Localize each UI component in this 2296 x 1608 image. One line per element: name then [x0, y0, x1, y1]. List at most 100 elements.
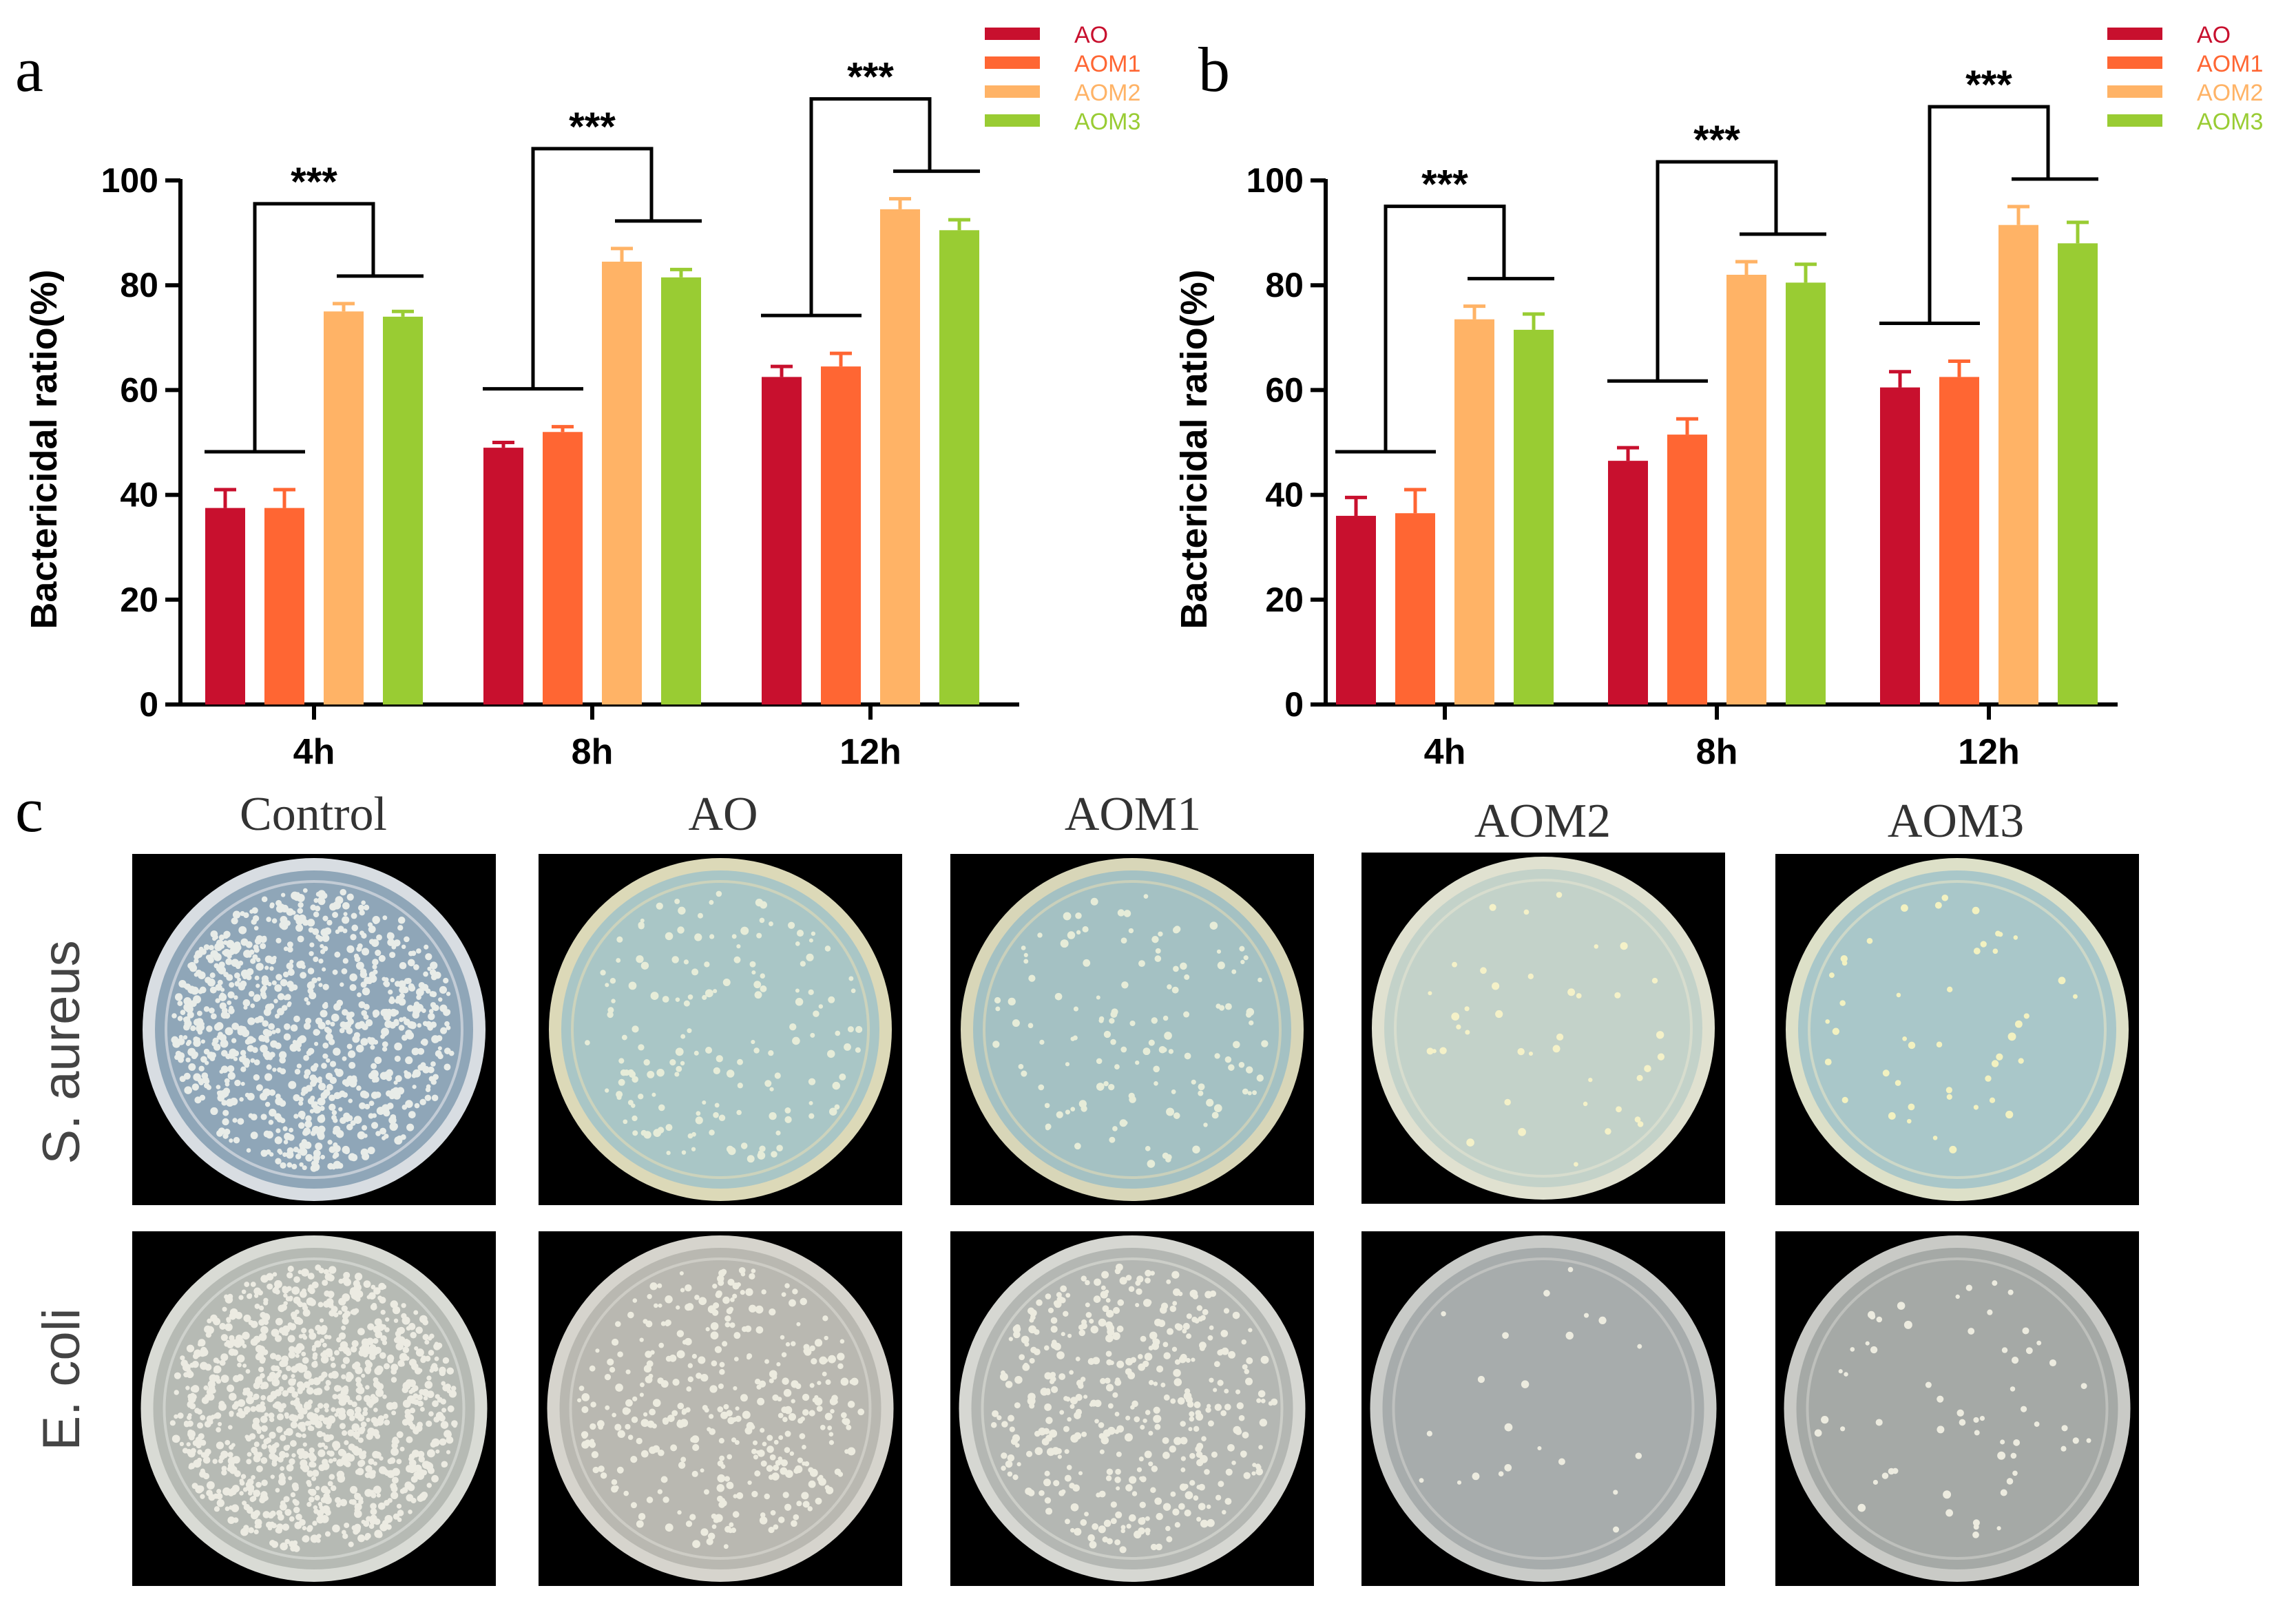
- plate-agar: [1384, 869, 1702, 1187]
- colonies: [1426, 892, 1665, 1167]
- legend-label-aom3: AOM3: [1074, 109, 1140, 135]
- legend-swatch-aom3: [985, 114, 1040, 127]
- plate-illustration: [547, 1235, 894, 1582]
- legend-label-ao: AO: [1074, 22, 1108, 48]
- bar-aom1-12h: [1939, 377, 1979, 704]
- colonies: [585, 890, 863, 1163]
- legend-label-aom1: AOM1: [2197, 51, 2263, 77]
- plate-inner-ring: [1394, 879, 1693, 1178]
- plate-inner-ring: [983, 880, 1282, 1179]
- colonies: [1814, 1280, 2091, 1538]
- y-tick-label: 40: [1265, 476, 1304, 514]
- bar-aom3-12h: [939, 230, 979, 704]
- legend-swatch-aom2: [985, 85, 1040, 98]
- bar-aom3-8h: [1786, 282, 1826, 704]
- legend-label-aom1: AOM1: [1074, 51, 1140, 77]
- colonies: [1419, 1266, 1642, 1533]
- bar-aom2-8h: [1726, 274, 1766, 705]
- plate-inner-ring: [1806, 1257, 2109, 1560]
- legend-swatch-aom3: [2107, 114, 2162, 127]
- plate-s-aureus-ao: [539, 854, 902, 1205]
- plate-col-label-control: Control: [240, 788, 387, 841]
- significance-label: ***: [1693, 118, 1740, 163]
- bar-aom3-4h: [383, 316, 423, 704]
- sig-bracket-connector: [1928, 105, 2050, 324]
- plate-inner-ring: [981, 1257, 1284, 1560]
- colonies: [171, 888, 455, 1172]
- x-tick-label-4h: 4h: [1424, 732, 1466, 772]
- x-tick-label-8h: 8h: [572, 732, 614, 772]
- plate-row-label-s-aureus: S. aureus: [32, 940, 91, 1165]
- y-tick-label: 0: [139, 685, 158, 724]
- plate-illustration: [1786, 858, 2129, 1201]
- plate-s-aureus-control: [132, 854, 496, 1205]
- panel-label-c: c: [15, 775, 43, 845]
- plate-inner-ring: [165, 880, 463, 1179]
- significance-label: ***: [847, 55, 894, 100]
- legend-label-ao: AO: [2197, 22, 2231, 48]
- bar-aom3-12h: [2058, 243, 2098, 704]
- plate-illustration: [1370, 1235, 1717, 1582]
- plate-illustration: [549, 858, 892, 1201]
- bar-ao-8h: [1608, 461, 1648, 704]
- plate-row-label-e-coli: E. coli: [32, 1308, 91, 1451]
- plate-illustration: [140, 1235, 488, 1582]
- bar-aom2-12h: [1998, 225, 2038, 704]
- plate-col-label-aom2: AOM2: [1474, 795, 1611, 848]
- legend-swatch-ao: [2107, 28, 2162, 40]
- y-tick-label: 80: [120, 266, 158, 304]
- colonies: [990, 1263, 1278, 1554]
- x-tick-label-12h: 12h: [1958, 732, 2020, 772]
- plate-e-coli-ao: [539, 1231, 902, 1586]
- plate-inner-ring: [571, 880, 870, 1179]
- chart-b-svg: 0 20 40 60 80 100 Bactericidal ratio(%) 4h *** 8h…: [1173, 22, 2263, 772]
- legend-label-aom2: AOM2: [1074, 80, 1140, 106]
- colonies: [169, 1264, 458, 1552]
- bar-ao-12h: [1880, 387, 1920, 704]
- bar-aom2-4h: [324, 311, 364, 704]
- y-tick-label: 40: [120, 476, 158, 514]
- bar-ao-4h: [1336, 516, 1376, 704]
- significance-label: ***: [569, 105, 616, 149]
- plate-e-coli-aom1: [950, 1231, 1314, 1586]
- bar-aom2-8h: [602, 261, 642, 705]
- legend-swatch-ao: [985, 28, 1040, 40]
- plate-s-aureus-aom1: [950, 854, 1314, 1205]
- plate-e-coli-aom2: [1361, 1231, 1725, 1586]
- chart-b: 0 20 40 60 80 100 Bactericidal ratio(%) 4h *** 8h…: [1129, 0, 2296, 785]
- chart-a-svg: 0 20 40 60 80 100 Bactericidal ratio(%) 4h *** 8h…: [23, 22, 1140, 772]
- y-tick-label: 60: [120, 370, 158, 409]
- x-tick-label-12h: 12h: [839, 732, 901, 772]
- bar-ao-4h: [205, 508, 245, 704]
- significance-label: ***: [291, 160, 337, 205]
- y-tick-label: 20: [1265, 581, 1304, 619]
- legend-swatch-aom1: [985, 56, 1040, 69]
- bar-aom1-4h: [264, 508, 304, 704]
- bar-aom2-4h: [1454, 319, 1494, 704]
- plate-agar: [1798, 870, 2116, 1189]
- significance-label: ***: [1965, 63, 2012, 107]
- plate-agar: [1382, 1248, 1704, 1569]
- bar-aom1-4h: [1395, 513, 1435, 704]
- legend-swatch-aom2: [2107, 85, 2162, 98]
- plate-inner-ring: [1392, 1257, 1695, 1560]
- plate-illustration: [1784, 1235, 2131, 1582]
- plate-illustration: [961, 858, 1304, 1201]
- sig-bracket-connector: [1656, 160, 1778, 382]
- y-tick-label: 0: [1284, 685, 1304, 724]
- y-tick-label: 100: [101, 161, 158, 200]
- plate-agar: [1796, 1248, 2118, 1569]
- sig-bracket-connector: [1384, 205, 1506, 452]
- bar-aom2-12h: [880, 209, 920, 705]
- x-tick-label-8h: 8h: [1696, 732, 1738, 772]
- plate-e-coli-control: [132, 1231, 496, 1586]
- sig-bracket-connector: [809, 97, 932, 316]
- plate-agar: [973, 870, 1291, 1189]
- plate-illustration: [959, 1235, 1306, 1582]
- bar-aom1-12h: [821, 366, 861, 704]
- sig-bracket-connector: [253, 202, 375, 452]
- plate-s-aureus-aom3: [1775, 854, 2139, 1205]
- legend-label-aom2: AOM2: [2197, 80, 2263, 106]
- panel-label-b: b: [1198, 34, 1230, 105]
- plate-illustration: [143, 858, 486, 1201]
